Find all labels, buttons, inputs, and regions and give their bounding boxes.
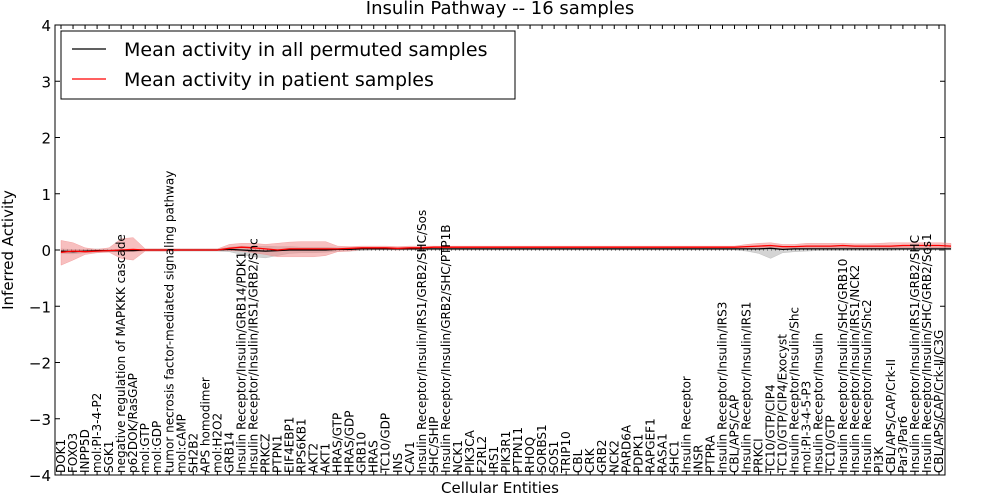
x-tick-label: RHOQ: [523, 437, 537, 473]
x-tick-label: Insulin Receptor/Insulin/IRS1/GRB2/SHC: [908, 235, 922, 473]
x-tick-label: PIK3CA: [463, 429, 477, 473]
x-tick-label: mol:H2O2: [210, 413, 224, 473]
y-tick-label: −4: [29, 467, 51, 485]
x-tick-label: SHC1: [667, 440, 681, 473]
x-tick-label: TC10/GTP/CIP4: [764, 384, 778, 474]
x-tick-label: SH2B2: [186, 433, 200, 473]
x-tick-label: Insulin Receptor/Insulin/GRB14/PDK1: [234, 252, 248, 473]
x-tick-label: negative regulation of MAPKKK cascade: [114, 234, 128, 473]
x-tick-label: tumor necrosis factor-mediated signaling…: [162, 171, 176, 473]
plot-area: −4 −3 −2 −1 0 1 2 3 4 DOK1FOXO3INPP5Dmol:PI-3-4-P…: [29, 17, 952, 485]
x-tick-label: INPP5D: [78, 429, 92, 473]
x-tick-label: PDPK1: [631, 434, 645, 473]
x-tick-label: SORBS1: [535, 424, 549, 473]
x-tick-label: HRAS: [367, 440, 381, 473]
x-tick-label: TC10/GTP: [824, 415, 838, 474]
x-tick-label: mol:PI-3-4-P2: [90, 393, 104, 473]
x-tick-label: PI3K: [872, 446, 886, 473]
x-tick-label: Insulin Receptor/Insulin/IRS3: [716, 302, 730, 473]
x-tick-label: PIK3R1: [499, 431, 513, 473]
x-tick-label: FOXO3: [66, 433, 80, 473]
x-tick-label: Insulin Receptor/Insulin/Shc2: [860, 299, 874, 473]
legend: Mean activity in all permuted samples Mea…: [60, 30, 516, 100]
x-tick-label: IRS1: [487, 446, 501, 473]
x-tick-label: TRIP10: [559, 431, 573, 474]
x-tick-label: mol:GDP: [150, 421, 164, 473]
x-tick-label: AKT2: [307, 443, 321, 473]
x-tick-label: Insulin Receptor/Insulin/IRS1: [740, 302, 754, 473]
y-tick-label: 4: [41, 17, 51, 35]
x-tick-label: p62DOK/RasGAP: [126, 373, 140, 473]
x-tick-label: PTPN11: [511, 427, 525, 473]
y-tick-label: −1: [29, 298, 51, 316]
x-tick-label: CBL/APS/CAP/Crk-II/C3G: [932, 330, 946, 473]
y-tick-label: 3: [41, 73, 51, 91]
y-tick-label: 2: [41, 130, 51, 148]
x-tick-label: PRKCZ: [259, 434, 273, 473]
chart-title: Insulin Pathway -- 16 samples: [366, 0, 634, 19]
x-tick-label: SHC/SHIP: [427, 417, 441, 473]
x-tick-label: CAV1: [403, 441, 417, 473]
y-tick-label: 0: [41, 242, 51, 260]
x-tick-label: mol:PI-3-4-5-P3: [800, 381, 814, 473]
x-tick-label: INS: [391, 453, 405, 473]
legend-box: [60, 30, 516, 100]
x-tick-label: HRAS/GTP: [331, 413, 345, 473]
y-tick-label: −2: [29, 355, 51, 373]
x-tick-label: HRAS/GDP: [343, 410, 357, 473]
x-tick-label: PRKCI: [752, 438, 766, 473]
x-tick-label: SGK1: [102, 441, 116, 473]
x-tick-label: Insulin Receptor/Insulin/IRS1/NCK2: [848, 265, 862, 473]
x-tick-label: Par3/Par6: [896, 416, 910, 473]
x-tick-label: CRK: [583, 447, 597, 473]
x-tick-label: PTPRA: [704, 434, 718, 473]
x-tick-label: TC10/GTP/CIP4/Exocyst: [776, 334, 790, 474]
x-tick-label: Insulin Receptor/Insulin: [812, 333, 826, 473]
x-tick-label: Insulin Receptor/Insulin/GRB2/SHC/PTP1B: [439, 225, 453, 474]
x-tick-label: RPS6KB1: [295, 418, 309, 473]
x-tick-label: mol:cAMP: [174, 414, 188, 473]
legend-label-1: Mean activity in patient samples: [124, 69, 434, 91]
x-tick-label: EIF4EBP1: [283, 417, 297, 473]
x-tick-label: CBL: [571, 449, 585, 473]
x-tick-label: RAPGEF1: [643, 418, 657, 473]
x-tick-label: PARD6A: [619, 424, 633, 473]
series-band-1: [60, 237, 952, 266]
x-tick-label: Insulin Receptor: [679, 376, 693, 473]
x-tick-label: SOS1: [547, 441, 561, 473]
x-tick-label: Insulin Receptor/Insulin/IRS1/GRB2/SHC/S…: [415, 210, 429, 473]
x-tick-label: CBL/APS/CAP: [728, 395, 742, 473]
series-line-1: [60, 244, 952, 253]
x-axis-label: Cellular Entities: [441, 479, 559, 497]
x-tick-label: INSR: [691, 445, 705, 473]
x-tick-label: Insulin Receptor/Insulin/SHC/GRB2/Sos1: [920, 233, 934, 473]
x-tick-label: APS homodimer: [198, 377, 212, 473]
x-tick-label: NCK1: [451, 440, 465, 473]
y-tick-label: −3: [29, 411, 51, 429]
legend-label-0: Mean activity in all permuted samples: [124, 39, 487, 61]
y-tick-label: 1: [41, 186, 51, 204]
x-tick-label: PTPN1: [271, 435, 285, 473]
x-tick-label: TC10/GDP: [379, 413, 393, 474]
x-tick-label: CBL/APS/CAP/Crk-II: [884, 359, 898, 473]
x-tick-label: Insulin Receptor/Insulin/IRS1/GRB2/Shc: [246, 238, 260, 473]
x-tick-label: AKT1: [319, 443, 333, 473]
x-tick-label: RASA1: [655, 433, 669, 473]
x-tick-label: GRB2: [595, 439, 609, 473]
x-tick-label: F2RL2: [475, 436, 489, 473]
x-tick-label: mol:GTP: [138, 423, 152, 473]
x-tick-label: DOK1: [54, 439, 68, 473]
y-axis-label: Inferred Activity: [0, 190, 17, 310]
x-tick-label: NCK2: [607, 440, 621, 473]
x-tick-label: GRB10: [355, 432, 369, 473]
x-tick-label: Insulin Receptor/Insulin/SHC/GRB10: [836, 259, 850, 473]
x-tick-label: GRB14: [222, 432, 236, 473]
x-tick-label: Insulin Receptor/Insulin/Shc: [788, 307, 802, 473]
